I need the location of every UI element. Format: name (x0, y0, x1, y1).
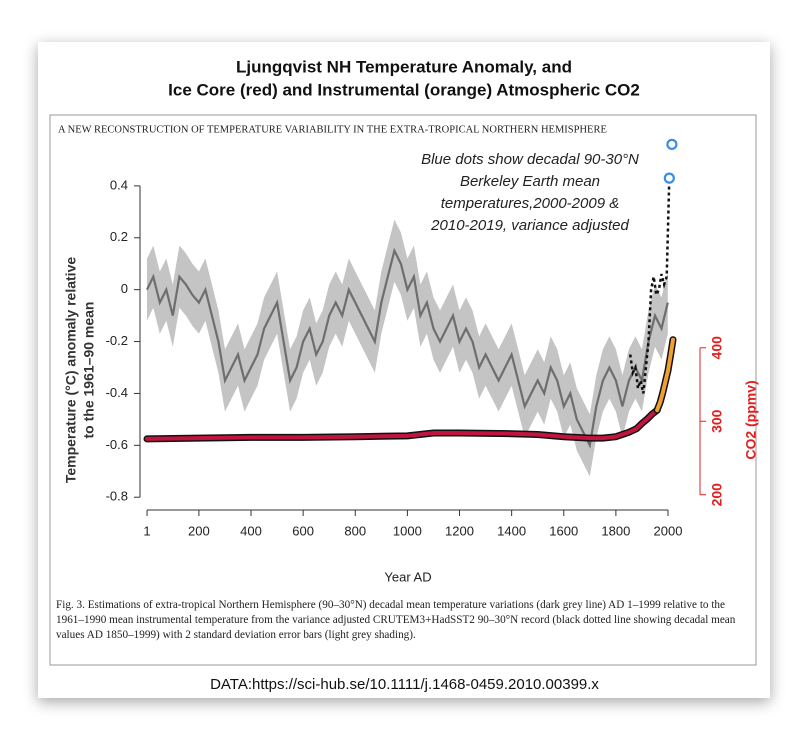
annotation: Berkeley Earth mean (460, 173, 600, 190)
x-tick-label: 1400 (497, 523, 526, 538)
y-tick-label: -0.8 (106, 489, 128, 504)
y-axis-label: to the 1961–90 mean (81, 302, 97, 439)
y-tick-label: 0.2 (110, 229, 128, 244)
figure-frame (49, 114, 757, 666)
x-tick-label: 600 (292, 523, 314, 538)
x-tick-label: 400 (240, 523, 262, 538)
y-tick-label: 0 (121, 281, 128, 296)
y2-tick-label: 200 (709, 483, 725, 507)
figure-header: A NEW RECONSTRUCTION OF TEMPERATURE VARI… (58, 124, 607, 135)
y-tick-label: -0.4 (106, 385, 128, 400)
source-note: DATA:https://sci-hub.se/10.1111/j.1468-0… (210, 676, 599, 693)
x-tick-label: 800 (344, 523, 366, 538)
y2-tick-label: 300 (709, 409, 725, 433)
x-axis-label: Year AD (384, 569, 431, 584)
co2-line (145, 408, 660, 441)
x-tick-label: 1000 (393, 523, 422, 538)
x-tick-label: 1200 (445, 523, 474, 538)
error-band (147, 219, 668, 477)
x-tick-label: 1 (143, 523, 150, 538)
co2-line (655, 337, 675, 413)
temperature-line (146, 247, 669, 449)
y-tick-label: 0.4 (110, 177, 128, 192)
x-tick-label: 1800 (601, 523, 630, 538)
berkeley-dot (663, 172, 675, 184)
y2-tick-label: 400 (709, 336, 725, 360)
chart-title: Ice Core (red) and Instrumental (orange)… (168, 80, 640, 99)
y-axis-label: Temperature (°C) anomaly relative (63, 257, 79, 484)
figure-caption: Fig. 3. Estimations of extra-tropical No… (56, 599, 736, 641)
y2-axis-label: CO2 (ppmv) (743, 380, 759, 459)
chart-title: Ljungqvist NH Temperature Anomaly, and (236, 57, 572, 76)
x-tick-label: 1600 (549, 523, 578, 538)
x-tick-label: 200 (188, 523, 210, 538)
y-tick-label: -0.2 (106, 333, 128, 348)
annotation: Blue dots show decadal 90-30°N (421, 151, 639, 168)
berkeley-dot (666, 138, 678, 150)
annotation: 2010-2019, variance adjusted (430, 217, 629, 234)
x-tick-label: 2000 (654, 523, 683, 538)
annotation: temperatures,2000-2009 & (441, 195, 619, 212)
y-tick-label: -0.6 (106, 437, 128, 452)
instrumental-line (628, 178, 671, 394)
